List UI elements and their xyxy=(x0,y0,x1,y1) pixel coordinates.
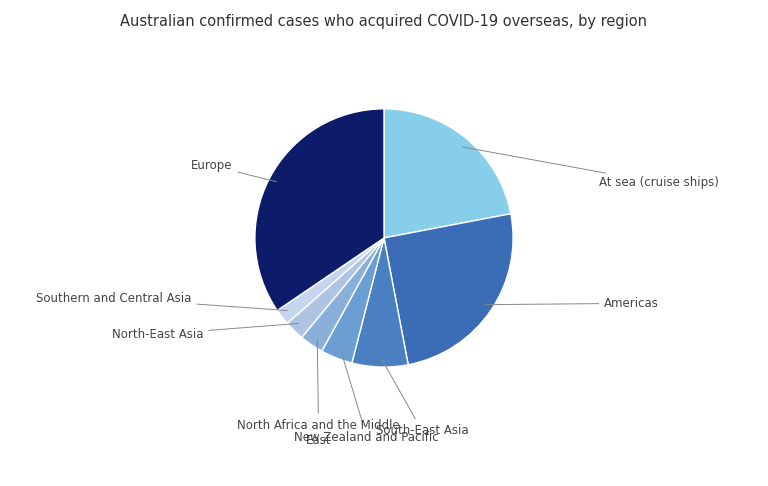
Title: Australian confirmed cases who acquired COVID-19 overseas, by region: Australian confirmed cases who acquired … xyxy=(121,15,647,30)
Wedge shape xyxy=(302,238,384,351)
Text: North-East Asia: North-East Asia xyxy=(112,324,299,341)
Text: Americas: Americas xyxy=(485,297,659,310)
Text: At sea (cruise ships): At sea (cruise ships) xyxy=(462,147,719,190)
Wedge shape xyxy=(384,214,513,365)
Wedge shape xyxy=(287,238,384,337)
Text: Europe: Europe xyxy=(191,159,276,182)
Wedge shape xyxy=(384,109,511,238)
Text: Southern and Central Asia: Southern and Central Asia xyxy=(36,292,287,311)
Text: North Africa and the Middle
East: North Africa and the Middle East xyxy=(237,339,400,447)
Text: South-East Asia: South-East Asia xyxy=(376,359,468,437)
Wedge shape xyxy=(255,109,384,311)
Wedge shape xyxy=(277,238,384,323)
Wedge shape xyxy=(352,238,408,367)
Text: New Zealand and Pacific: New Zealand and Pacific xyxy=(294,351,439,444)
Wedge shape xyxy=(322,238,384,363)
